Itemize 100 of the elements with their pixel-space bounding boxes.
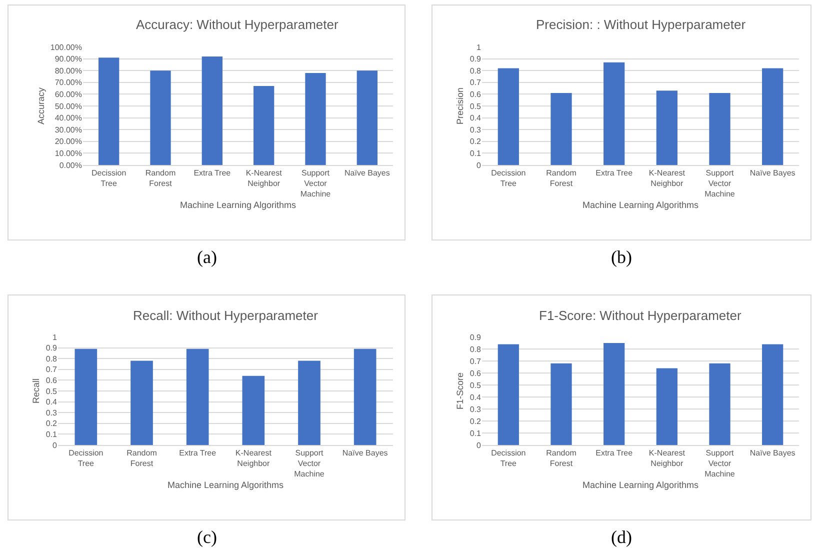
bar	[656, 90, 678, 165]
y-tick-label: 0.8	[470, 344, 482, 354]
y-axis-title: Precision	[455, 87, 466, 125]
y-tick-label: 100.00%	[50, 42, 82, 52]
y-tick-label: 0.8	[46, 354, 58, 364]
y-tick-label: 0.6	[470, 368, 482, 378]
y-tick-label: 0.5	[470, 102, 482, 111]
bar	[498, 68, 519, 165]
x-tick-label: Decission Tree	[491, 168, 526, 188]
bar	[356, 70, 378, 165]
x-tick-label: Extra Tree	[596, 448, 634, 458]
y-tick-label: 0.2	[470, 137, 482, 146]
y-tick-label: 0.1	[470, 149, 482, 158]
y-tick-label: 0.3	[46, 408, 58, 418]
bar	[130, 360, 153, 445]
y-tick-label: 1	[476, 42, 482, 52]
bar	[709, 93, 730, 165]
y-tick-label: 0.2	[470, 416, 482, 426]
y-tick-label: 0.3	[470, 125, 482, 134]
bar	[604, 343, 625, 445]
y-tick-label: 0.7	[470, 78, 482, 88]
y-tick-label: 90.00%	[54, 54, 82, 64]
bar	[298, 360, 320, 445]
x-tick-label: K-Nearest Neighbor	[648, 448, 686, 468]
y-tick-label: 10.00%	[54, 149, 82, 158]
x-tick-label: Naïve Bayes	[344, 168, 390, 178]
x-tick-label: K-Nearest Neighbor	[235, 448, 272, 468]
bar	[550, 363, 572, 445]
y-tick-label: 0.9	[470, 54, 482, 64]
y-tick-label: 70.00%	[54, 78, 82, 88]
x-tick-label: Random Forest	[546, 448, 577, 468]
y-tick-label: 0	[52, 440, 58, 450]
bar	[202, 56, 222, 165]
x-tick-label: Extra Tree	[179, 448, 217, 458]
chart-title: Accuracy: Without Hyperparameter	[136, 17, 339, 32]
x-tick-label: Naïve Bayes	[750, 448, 796, 458]
y-tick-label: 40.00%	[54, 114, 82, 123]
y-tick-label: 0.1	[470, 428, 482, 438]
x-tick-label: Decission Tree	[491, 448, 526, 468]
bar	[709, 363, 730, 445]
bar	[254, 86, 274, 165]
bar	[186, 348, 209, 445]
x-tick-label: Random Forest	[126, 448, 158, 468]
y-axis-title: F1-Score	[455, 372, 466, 410]
text: (a)	[197, 247, 217, 267]
y-tick-label: 0.7	[470, 356, 482, 366]
y-tick-label: 0.9	[470, 332, 482, 342]
y-tick-label: 0.6	[46, 376, 58, 385]
y-axis-title: Recall	[31, 378, 42, 404]
bar	[604, 62, 625, 165]
bar	[498, 344, 519, 445]
bar	[150, 70, 171, 165]
y-axis-title: Accuracy	[36, 86, 46, 125]
y-tick-label: 0.3	[470, 404, 482, 414]
y-tick-label: 60.00%	[54, 90, 82, 99]
y-tick-label: 0.9	[46, 344, 58, 353]
x-tick-label: Support Vector Machine	[294, 448, 325, 478]
x-tick-label: Support Vector Machine	[704, 448, 736, 478]
bar	[74, 348, 98, 445]
y-tick-label: 50.00%	[54, 102, 82, 111]
y-tick-label: 0	[476, 160, 482, 170]
y-tick-label: 1	[52, 332, 58, 342]
x-tick-label: K-Nearest Neighbor	[246, 168, 283, 188]
x-tick-label: Extra Tree	[596, 168, 634, 178]
y-tick-label: 0.1	[46, 430, 58, 439]
x-tick-label: Decission Tree	[91, 168, 126, 188]
bar	[354, 348, 376, 445]
y-tick-label: 0.8	[470, 66, 482, 76]
bar	[762, 344, 784, 445]
y-tick-label: 0.4	[470, 114, 482, 123]
y-tick-label: 0.4	[46, 398, 58, 407]
y-tick-label: 0.4	[470, 392, 482, 402]
text: (d)	[611, 527, 632, 547]
x-tick-label: Naïve Bayes	[342, 448, 388, 458]
chart-title: Precision: : Without Hyperparameter	[536, 17, 746, 32]
bar	[550, 93, 572, 165]
x-axis-title: Machine Learning Algorithms	[180, 200, 297, 210]
y-tick-label: 0.2	[46, 419, 58, 428]
y-tick-label: 0.00%	[59, 160, 82, 170]
y-tick-label: 0.6	[470, 90, 482, 99]
y-tick-label: 30.00%	[54, 125, 82, 134]
x-tick-label: Random Forest	[546, 168, 577, 188]
bar	[762, 68, 784, 165]
bar	[242, 376, 265, 445]
x-tick-label: Support Vector Machine	[704, 168, 736, 198]
y-tick-label: 0	[476, 440, 482, 450]
x-axis-title: Machine Learning Algorithms	[582, 200, 700, 210]
bar	[305, 72, 326, 165]
x-axis-title: Machine Learning Algorithms	[582, 480, 700, 490]
y-tick-label: 0.5	[46, 386, 58, 396]
x-tick-label: Support Vector Machine	[300, 168, 332, 198]
x-axis-title: Machine Learning Algorithms	[167, 480, 284, 490]
chart-title: Recall: Without Hyperparameter	[133, 308, 319, 323]
x-tick-label: Extra Tree	[194, 168, 232, 178]
x-tick-label: Decission Tree	[68, 448, 104, 468]
y-tick-label: 80.00%	[54, 66, 82, 76]
text: (b)	[611, 247, 632, 267]
text: (c)	[197, 527, 217, 547]
y-tick-label: 0.7	[46, 365, 58, 374]
x-tick-label: Naïve Bayes	[750, 168, 796, 178]
